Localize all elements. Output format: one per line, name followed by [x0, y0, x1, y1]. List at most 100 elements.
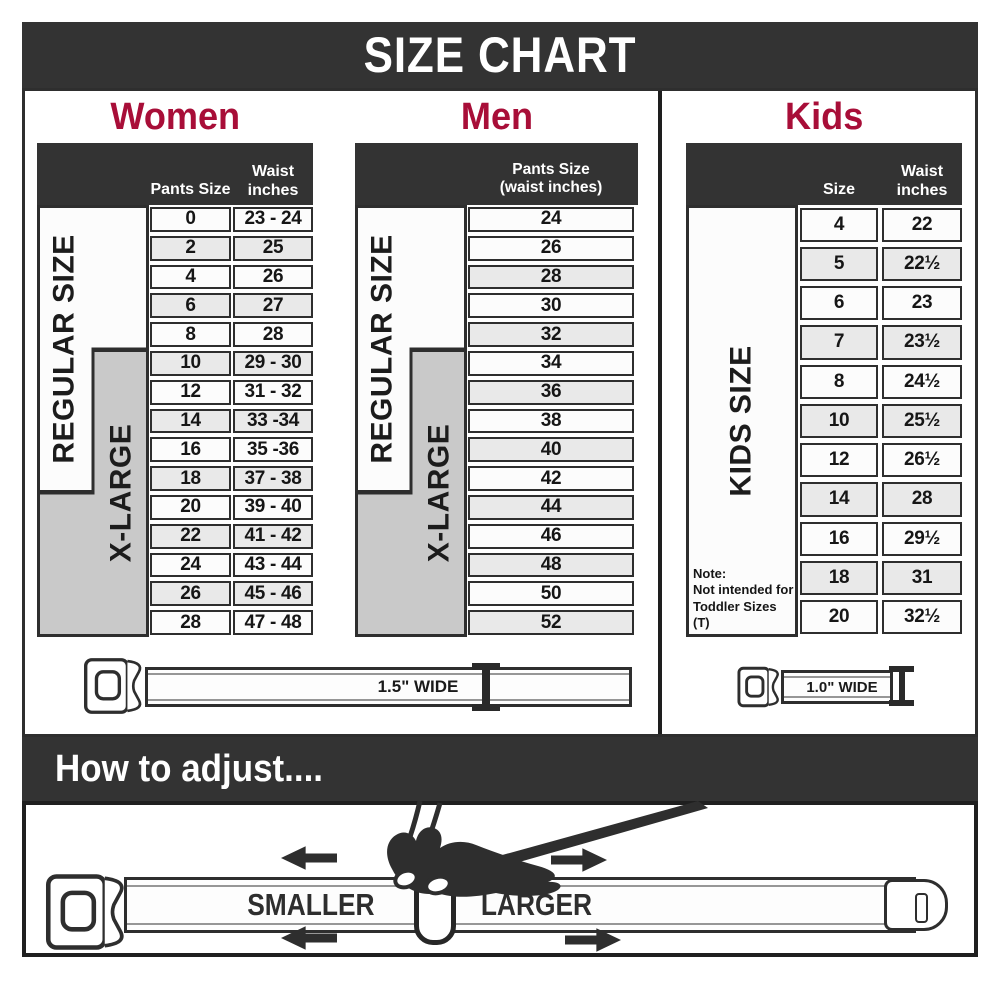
kids-table-rows: 4 22 5 22½ 6 23 7 23½ — [686, 205, 962, 637]
table-row: 26 45 - 46 — [37, 579, 313, 608]
kid-size-cell: 18 — [800, 560, 878, 596]
women-table-header: Pants Size Waist inches — [37, 143, 313, 205]
page-title: SIZE CHART — [363, 27, 637, 83]
pants-size-cell: 14 — [150, 408, 231, 434]
kids-size-column-header: Size — [822, 180, 855, 198]
pants-size-cell: 44 — [468, 494, 634, 520]
table-row: 8 24½ — [686, 362, 962, 401]
waist-cell: 25 — [233, 235, 313, 261]
table-row: 34 — [355, 349, 638, 378]
table-row: 28 47 - 48 — [37, 608, 313, 637]
waist-cell: 28 — [233, 322, 313, 347]
men-heading-text: Men — [460, 95, 533, 138]
table-row: 10 29 - 30 — [37, 349, 313, 378]
pants-size-cell: 20 — [150, 494, 231, 520]
kids-size-zone: KIDS SIZE Note: Not intended for Toddler… — [686, 205, 798, 637]
pants-size-cell: 16 — [150, 437, 231, 463]
women-pants-size-column-header: Pants Size — [150, 180, 231, 198]
waist-cell: 24½ — [882, 364, 962, 399]
waist-header-line2: inches — [896, 181, 948, 199]
pants-size-cell: 52 — [468, 610, 634, 635]
table-row: 12 31 - 32 — [37, 378, 313, 407]
table-row: 20 39 - 40 — [37, 493, 313, 522]
waist-cell: 47 - 48 — [233, 610, 313, 635]
waist-cell: 27 — [233, 293, 313, 319]
women-heading-text: Women — [110, 95, 240, 138]
waist-cell: 26½ — [882, 443, 962, 478]
table-row: 6 27 — [37, 291, 313, 320]
kids-note-line3: Toddler Sizes (T) — [693, 598, 777, 630]
kids-belt-width-label: 1.0" WIDE — [797, 670, 887, 704]
waist-cell: 22 — [882, 207, 962, 242]
table-row: 14 28 — [686, 480, 962, 519]
waist-header-line1: Waist — [900, 162, 944, 180]
waist-cell: 31 — [882, 560, 962, 596]
belt-tail-tip — [884, 879, 948, 931]
smaller-label: SMALLER — [221, 877, 401, 933]
table-row: 52 — [355, 608, 638, 637]
table-row: 6 23 — [686, 284, 962, 323]
table-row: 50 — [355, 579, 638, 608]
pants-size-cell: 8 — [150, 322, 231, 347]
men-header-line1: Pants Size — [512, 160, 590, 178]
kids-note: Note: Not intended for Toddler Sizes (T) — [693, 566, 795, 631]
table-row: 4 22 — [686, 205, 962, 244]
pants-size-cell: 42 — [468, 466, 634, 491]
pants-size-cell: 28 — [150, 610, 231, 635]
kid-size-cell: 6 — [800, 286, 878, 321]
women-size-table: Pants Size Waist inches REGULAR SIZE X-L… — [37, 143, 313, 637]
women-waist-column-header: Waist inches — [233, 162, 313, 200]
men-pants-size-column-header: Pants Size (waist inches) — [468, 161, 634, 198]
table-row: 8 28 — [37, 320, 313, 349]
waist-cell: 28 — [882, 482, 962, 517]
pants-size-cell: 38 — [468, 408, 634, 434]
waist-header-line2: inches — [247, 181, 299, 199]
table-row: 44 — [355, 493, 638, 522]
kid-size-cell: 7 — [800, 325, 878, 360]
table-row: 30 — [355, 291, 638, 320]
adult-belt-width-label: 1.5" WIDE — [363, 667, 473, 707]
kid-size-cell: 5 — [800, 246, 878, 282]
smaller-text: SMALLER — [247, 887, 375, 922]
waist-cell: 33 -34 — [233, 408, 313, 434]
pants-size-cell: 0 — [150, 207, 231, 232]
width-gauge-icon — [472, 663, 500, 711]
kid-size-cell: 10 — [800, 403, 878, 439]
pants-size-cell: 46 — [468, 523, 634, 549]
table-row: 46 — [355, 522, 638, 551]
waist-cell: 23 - 24 — [233, 207, 313, 232]
table-row: 36 — [355, 378, 638, 407]
waist-cell: 45 - 46 — [233, 581, 313, 607]
pants-size-cell: 30 — [468, 293, 634, 319]
table-row: 24 — [355, 205, 638, 234]
waist-cell: 23½ — [882, 325, 962, 360]
title-banner: SIZE CHART — [22, 22, 978, 88]
width-gauge-icon — [889, 666, 914, 706]
pants-size-cell: 22 — [150, 523, 231, 549]
kid-size-cell: 14 — [800, 482, 878, 517]
pants-size-cell: 24 — [468, 207, 634, 232]
waist-cell: 25½ — [882, 403, 962, 439]
pants-size-cell: 6 — [150, 293, 231, 319]
pants-size-cell: 32 — [468, 322, 634, 347]
table-row: 7 23½ — [686, 323, 962, 362]
table-row: 12 26½ — [686, 441, 962, 480]
kids-note-line1: Note: — [693, 566, 727, 581]
waist-cell: 22½ — [882, 246, 962, 282]
table-row: 0 23 - 24 — [37, 205, 313, 234]
pants-size-cell: 28 — [468, 264, 634, 290]
table-row: 38 — [355, 407, 638, 436]
how-to-adjust-band: How to adjust.... — [22, 737, 978, 801]
waist-cell: 29½ — [882, 521, 962, 556]
waist-cell: 26 — [233, 264, 313, 290]
kids-waist-column-header: Waist inches — [882, 162, 962, 200]
table-row: 14 33 -34 — [37, 407, 313, 436]
kids-width-text: 1.0" WIDE — [806, 678, 878, 696]
table-row: 32 — [355, 320, 638, 349]
pants-size-cell: 48 — [468, 552, 634, 578]
belt-buckle-icon — [45, 874, 124, 950]
waist-cell: 23 — [882, 286, 962, 321]
kid-size-cell: 8 — [800, 364, 878, 399]
pants-size-cell: 26 — [468, 235, 634, 261]
